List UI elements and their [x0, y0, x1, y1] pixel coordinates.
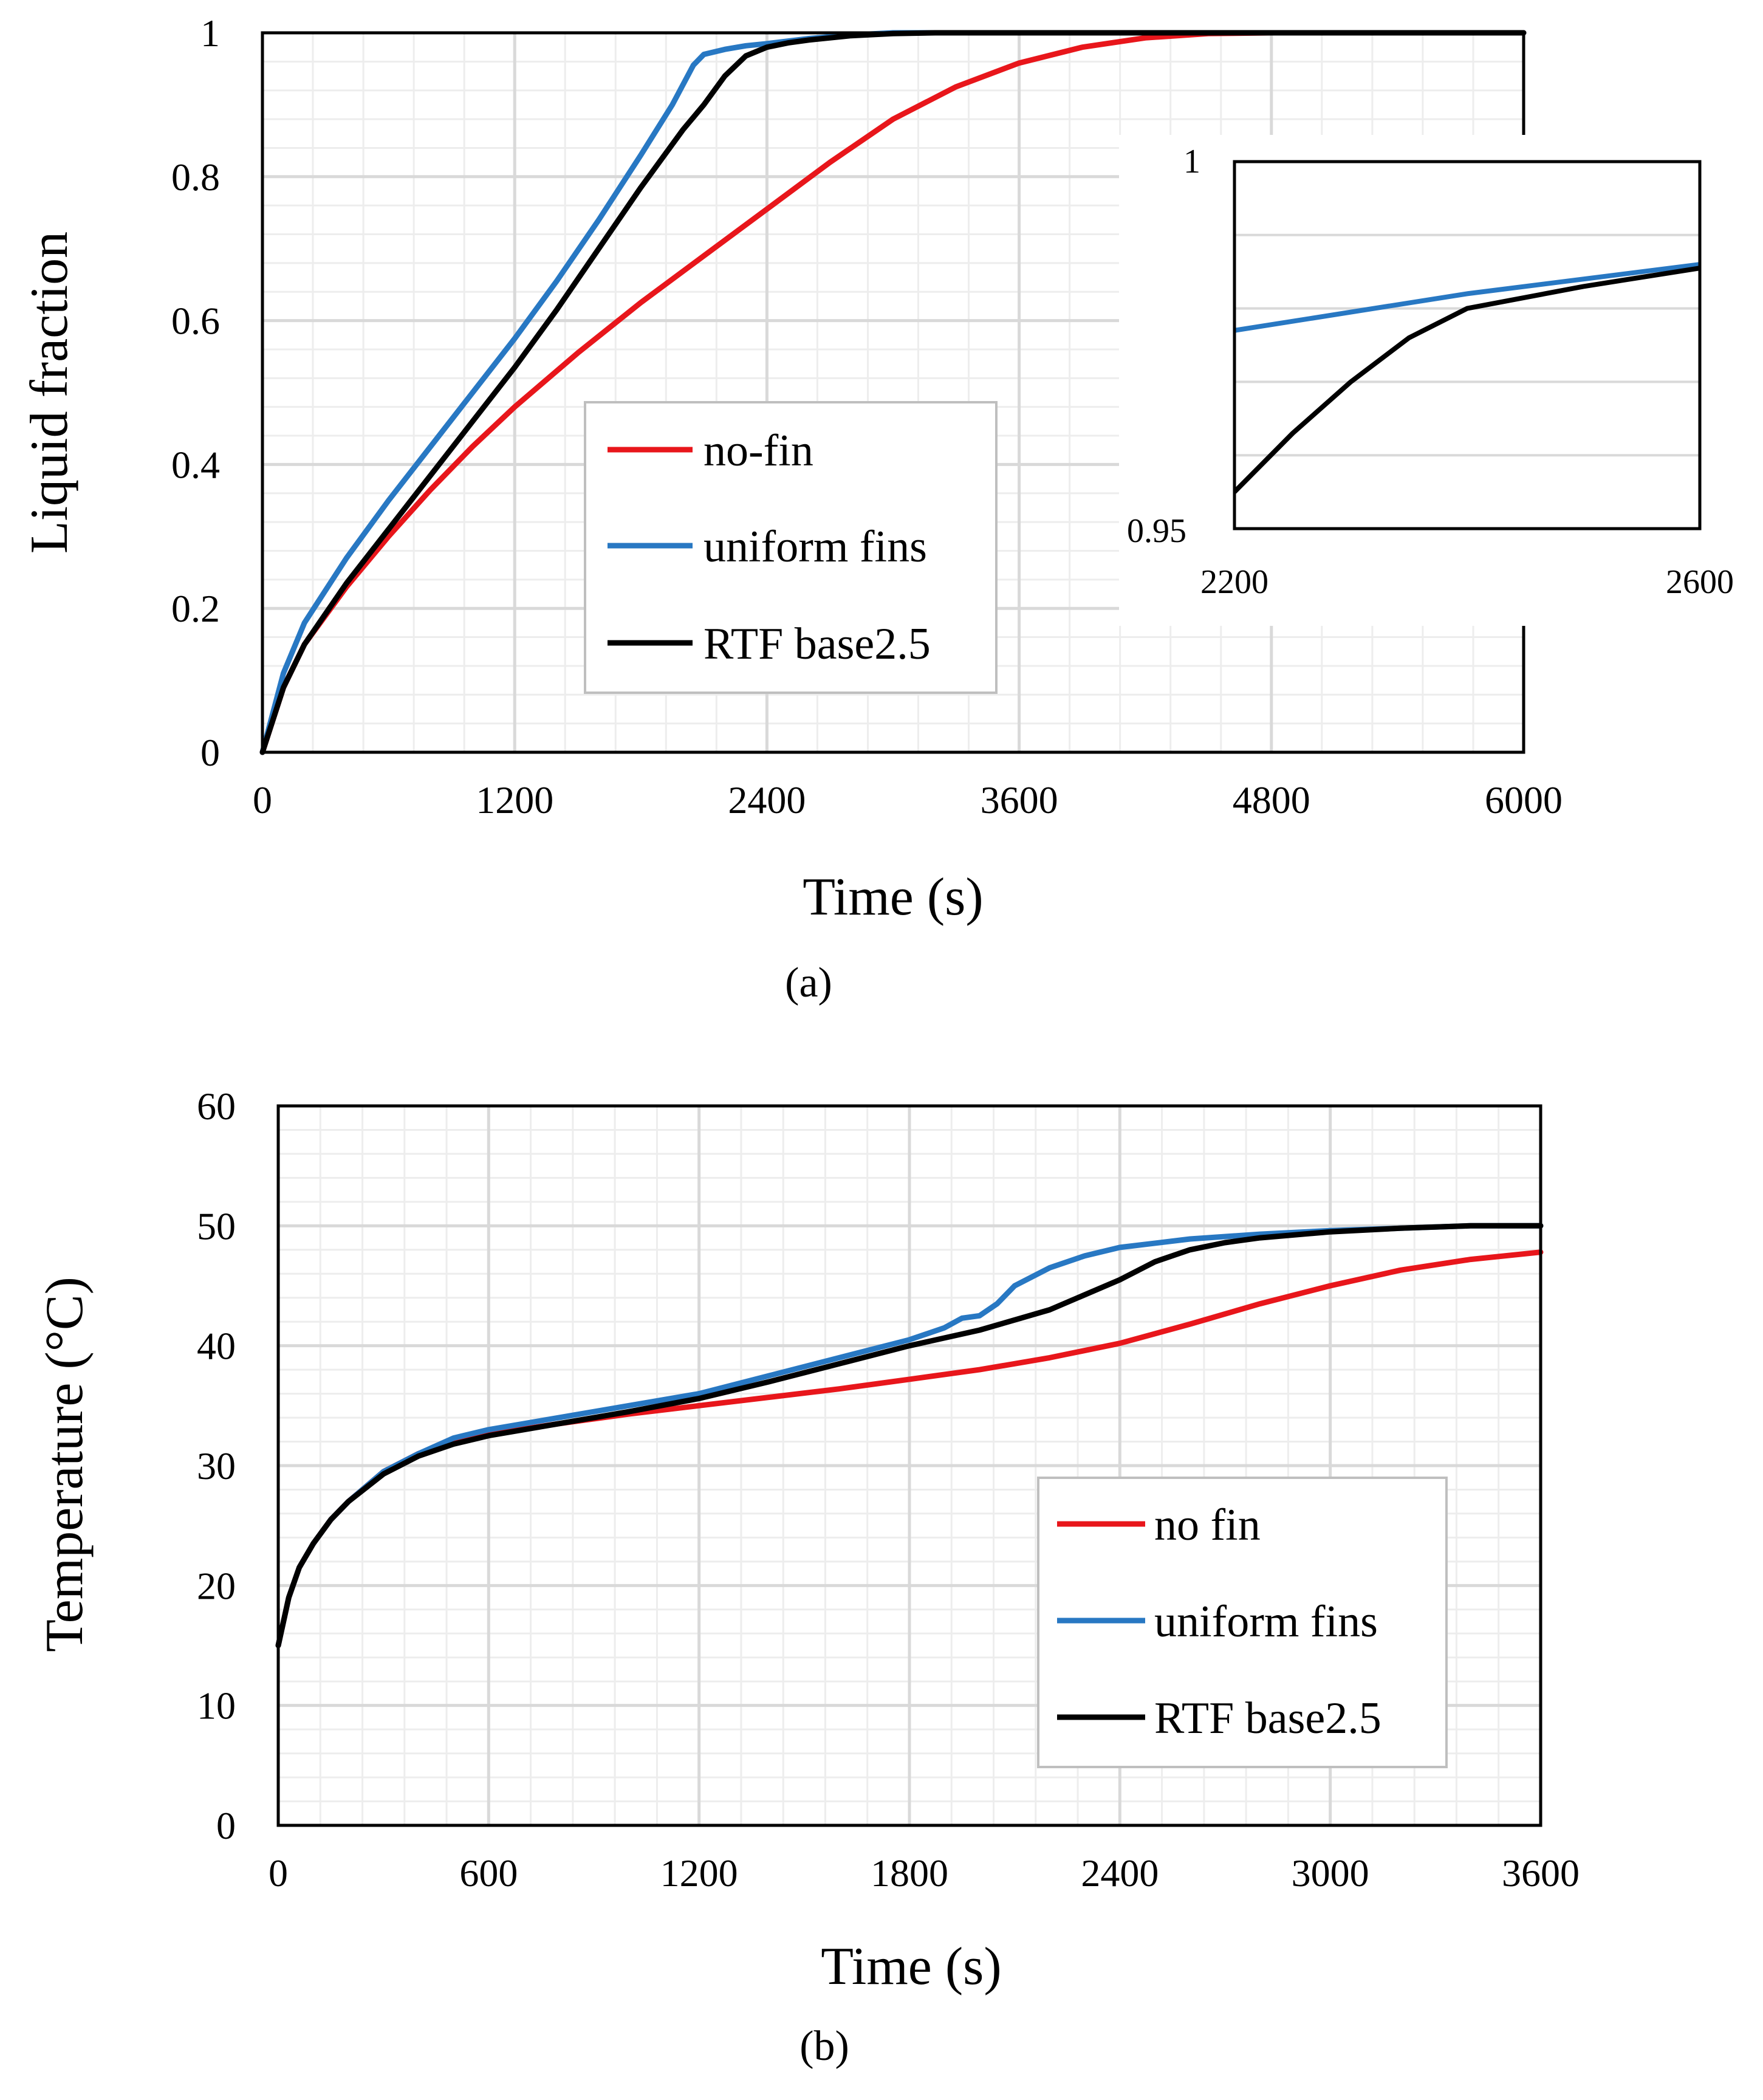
y-tick-label: 30	[197, 1444, 236, 1487]
y-tick-label: 0.6	[171, 300, 220, 343]
x-tick-label: 1200	[660, 1851, 738, 1895]
x-tick-label: 600	[459, 1851, 518, 1895]
x-tick-label: 1800	[871, 1851, 948, 1895]
inset-series-line-uniform-fins	[1234, 262, 1700, 333]
y-tick-label: 60	[197, 1085, 236, 1128]
series-line-rtf-base2-5	[275, 1223, 1544, 1649]
x-tick-label: 3600	[1502, 1851, 1580, 1895]
series-line-no-fin	[259, 30, 1527, 755]
legend: no-fin uniform fins RTF base2.5	[584, 401, 998, 694]
legend-label: no-fin	[703, 426, 813, 476]
x-tick-label: 0	[269, 1851, 288, 1895]
series-line-rtf-base2-5	[259, 30, 1527, 755]
y-tick-label: 20	[197, 1564, 236, 1607]
inset-series-line-rtf-base2-5	[1234, 266, 1700, 494]
y-tick-label: 0.8	[171, 156, 220, 199]
legend-label: no fin	[1154, 1500, 1261, 1550]
x-tick-label: 2400	[1081, 1851, 1159, 1895]
x-tick-label: 3600	[981, 778, 1058, 822]
y-tick-label: 0	[200, 731, 220, 774]
inset-x-tick-label: 2200	[1200, 563, 1268, 601]
x-tick-label: 2400	[728, 778, 806, 822]
x-tick-label: 0	[253, 778, 272, 822]
plot-frame	[276, 1104, 1542, 1827]
x-tick-label: 4800	[1233, 778, 1310, 822]
y-tick-label: 0	[216, 1804, 236, 1847]
inset-y-tick-label: 0.95	[1127, 512, 1186, 550]
y-tick-label: 50	[197, 1204, 236, 1247]
chart-caption: (a)	[785, 959, 832, 1006]
inset-background	[1119, 135, 1741, 626]
y-axis-label: Temperature (°C)	[35, 1277, 94, 1652]
inset-frame	[1233, 160, 1702, 530]
x-axis-label: Time (s)	[821, 1937, 1001, 1996]
legend: no fin uniform fins RTF base2.5	[1037, 1477, 1448, 1768]
inset-x-tick-label: 2600	[1666, 563, 1734, 601]
x-axis-label: Time (s)	[803, 868, 983, 927]
x-tick-label: 6000	[1485, 778, 1563, 822]
zoom-inset: 1 0.95 2200 2600	[1119, 135, 1741, 626]
legend-label: RTF base2.5	[703, 619, 931, 669]
y-tick-label: 40	[197, 1325, 236, 1368]
y-tick-label: 0.4	[171, 443, 220, 486]
liquid-fraction-chart: 0 1200 2400 3600 4800 6000 0 0.2 0.4 0.6 0.8 1 Time…	[20, 12, 1741, 1006]
y-axis-label: Liquid fraction	[20, 232, 79, 554]
legend-label: uniform fins	[1154, 1597, 1378, 1647]
y-tick-label: 1	[200, 12, 220, 55]
legend-label: RTF base2.5	[1154, 1693, 1381, 1743]
y-tick-label: 10	[197, 1684, 236, 1728]
chart-caption: (b)	[799, 2023, 849, 2070]
legend-label: uniform fins	[703, 522, 927, 572]
temperature-chart: 0 600 1200 1800 2400 3000 3600 0 10 20 30 40 50 60 Ti…	[35, 1085, 1580, 2070]
x-tick-label: 1200	[476, 778, 553, 822]
y-tick-label: 0.2	[171, 587, 220, 630]
x-tick-label: 3000	[1292, 1851, 1369, 1895]
inset-y-tick-label: 1	[1183, 143, 1200, 180]
